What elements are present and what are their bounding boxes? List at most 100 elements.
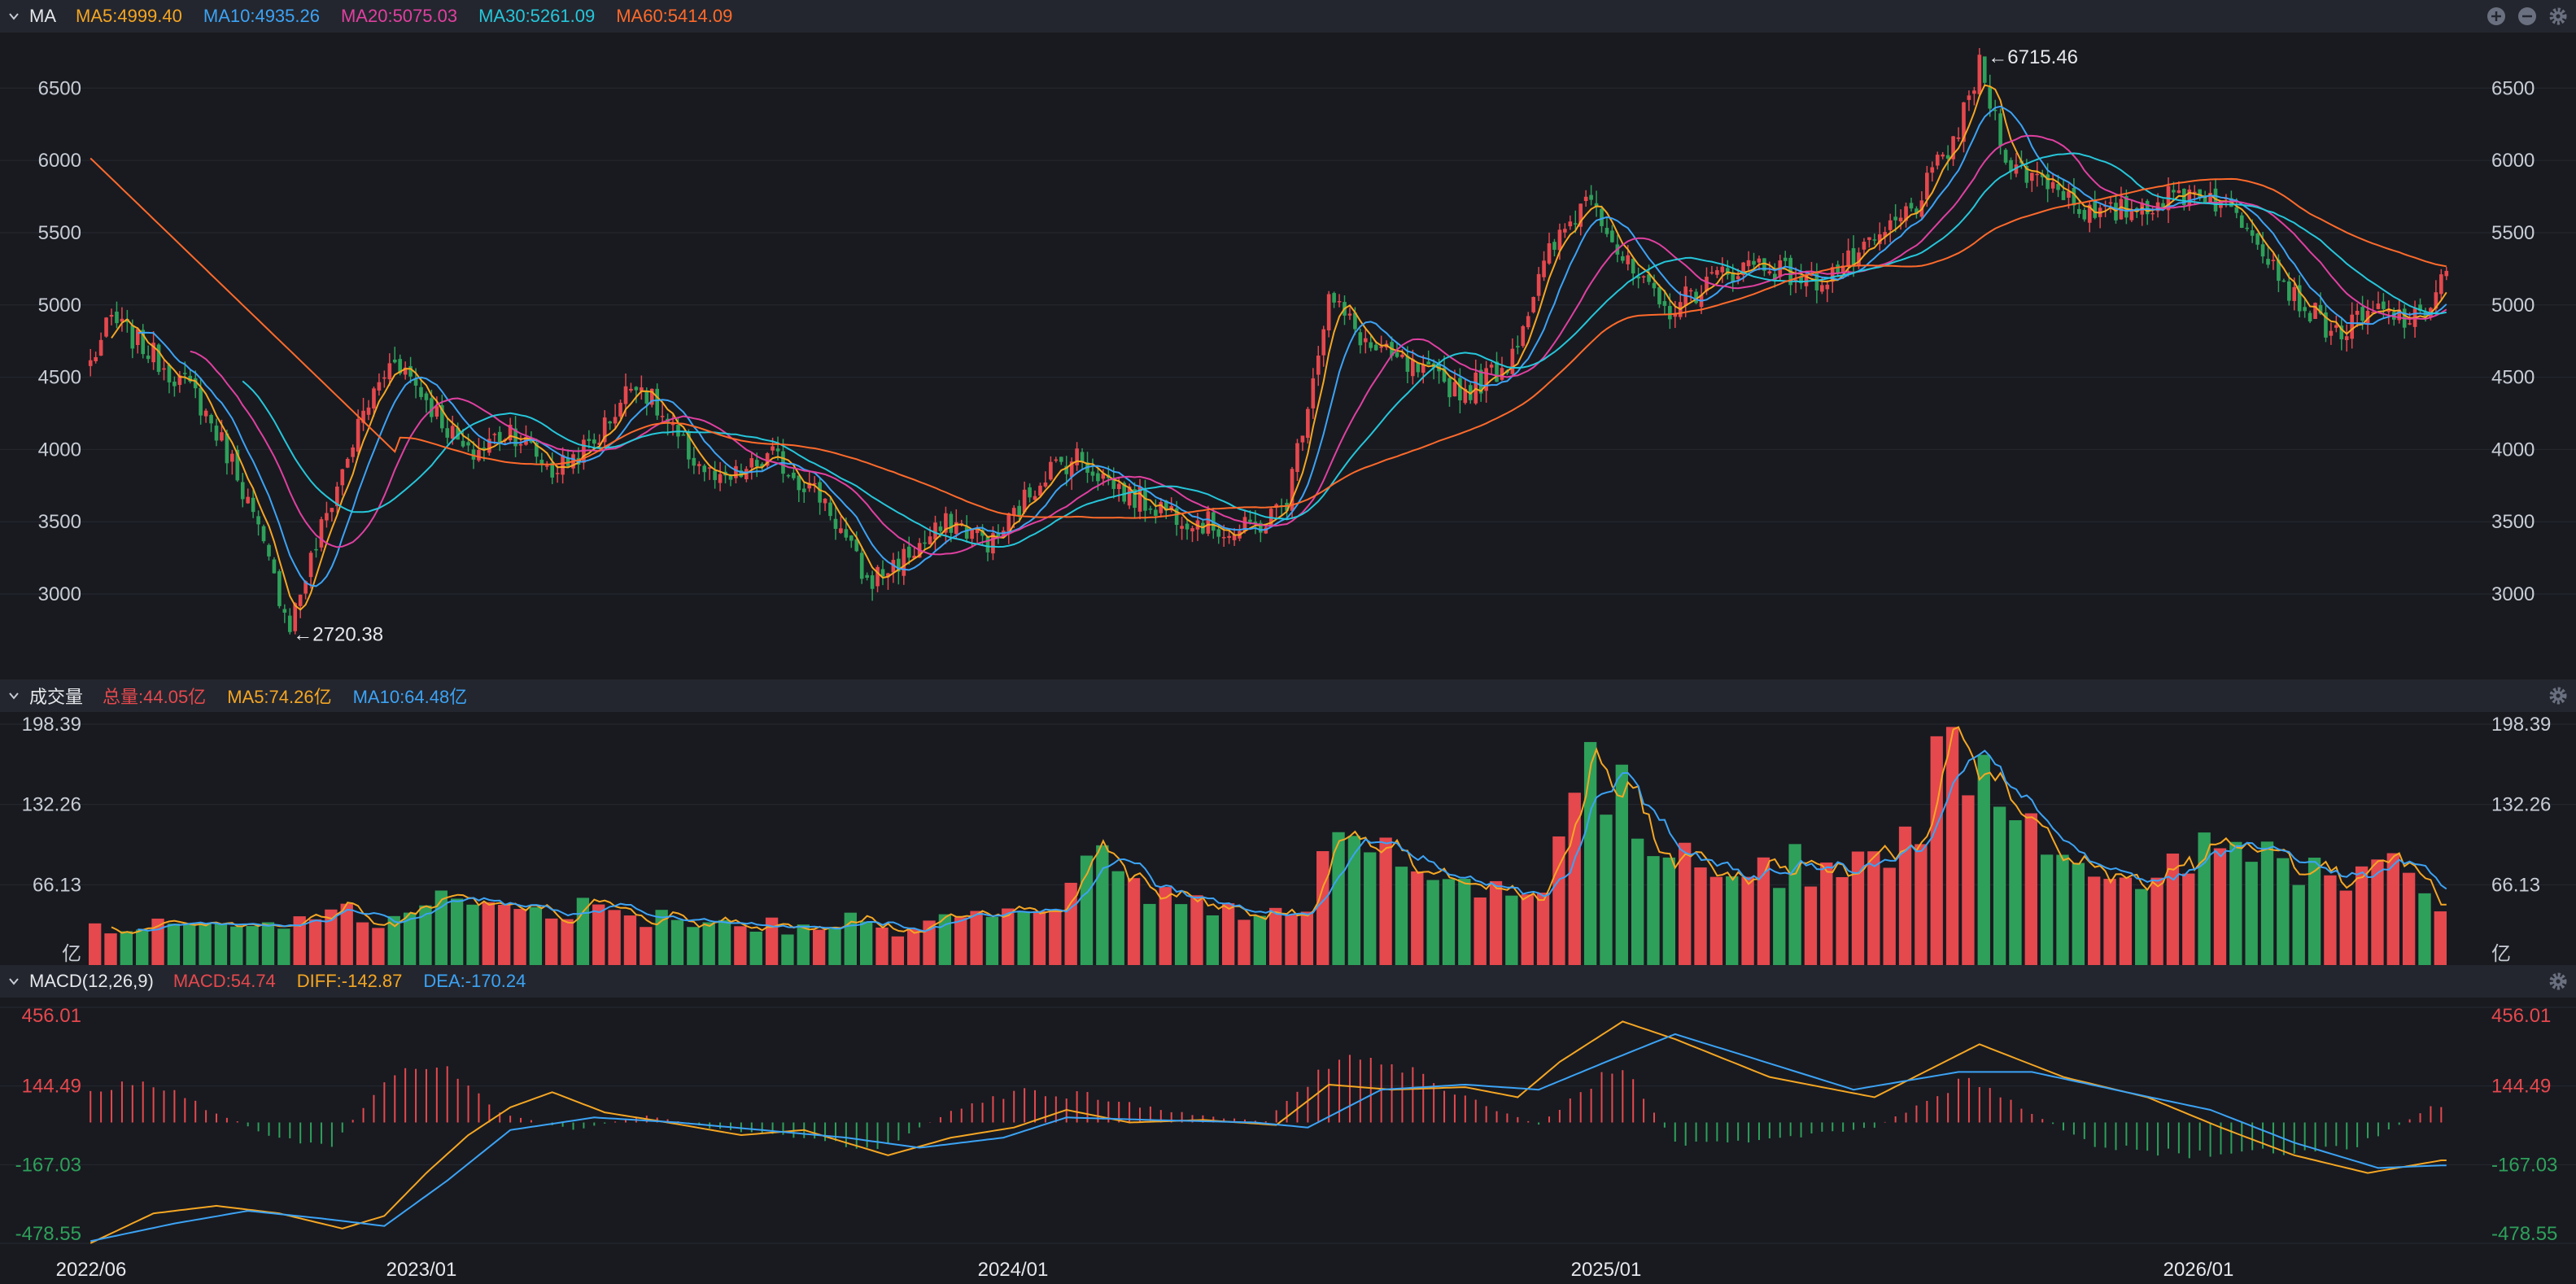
candle-body — [1311, 378, 1316, 408]
candle-body — [1049, 461, 1053, 480]
candle-body — [749, 458, 754, 468]
legend-item: DIFF:-142.87 — [296, 971, 403, 991]
candle-body — [933, 522, 937, 540]
gear-icon[interactable] — [2548, 972, 2568, 991]
volume-bar — [623, 915, 637, 965]
volume-tick-label-left: 66.13 — [33, 874, 81, 896]
candle-body — [1227, 535, 1231, 539]
candle-body — [1426, 361, 1431, 365]
candle-body — [1080, 452, 1085, 462]
main-panel-header: MA MA5:4999.40 MA10:4935.26 MA20:5075.03 MA… — [0, 0, 2576, 33]
legend-item: MA5:74.26亿 — [227, 687, 332, 707]
ma20-line — [190, 134, 2447, 556]
macd-panel-grid — [0, 1007, 2576, 1244]
chevron-down-icon[interactable] — [8, 976, 20, 987]
candle-body — [2250, 229, 2255, 236]
candle-body — [1605, 227, 1609, 234]
candle-body — [88, 360, 93, 366]
candle-body — [1369, 342, 1373, 348]
candle-body — [1463, 389, 1468, 404]
legend-item: MA5:4999.40 — [76, 6, 182, 26]
candle-body — [1232, 534, 1237, 540]
candle-body — [1904, 206, 1908, 221]
main-panel-controls — [2486, 0, 2568, 33]
volume-bar — [419, 905, 432, 965]
candle-body — [2208, 193, 2212, 203]
candle-body — [1557, 229, 1562, 251]
price-tick-label-right: 3000 — [2491, 583, 2535, 605]
minus-icon[interactable] — [2517, 7, 2537, 26]
volume-bar — [985, 916, 999, 965]
candle-body — [1746, 260, 1751, 267]
candle-body — [812, 483, 817, 485]
volume-bar — [1395, 867, 1408, 965]
candle-body — [2082, 209, 2087, 220]
candle-body — [1752, 260, 1756, 265]
candle-body — [2087, 204, 2092, 223]
candle-body — [408, 366, 413, 377]
candle-body — [167, 365, 172, 382]
candle-body — [970, 530, 974, 539]
macd-panel-header: MACD(12,26,9) MACD:54.74 DIFF:-142.87 DEA:… — [0, 965, 2576, 998]
volume-bar — [529, 906, 543, 965]
volume-bar — [2402, 872, 2416, 965]
volume-bar — [1757, 857, 1770, 965]
candle-body — [98, 339, 103, 356]
candle-body — [660, 416, 665, 417]
volume-bar — [765, 917, 779, 965]
volume-bar — [466, 904, 479, 965]
candle-body — [2324, 312, 2328, 338]
candle-body — [193, 378, 198, 389]
candle-body — [760, 464, 765, 467]
volume-bar — [1741, 876, 1754, 965]
candle-body — [356, 418, 360, 452]
volume-bar — [372, 928, 385, 965]
candle-body — [2408, 323, 2412, 325]
candle-body — [1945, 155, 1950, 159]
candle-body — [282, 609, 287, 613]
candle-body — [2344, 336, 2349, 340]
price-tick-label-left: 6000 — [38, 150, 81, 172]
macd-tick-label-left: 144.49 — [22, 1076, 81, 1098]
price-tick-label-left: 3000 — [38, 583, 81, 605]
candle-body — [1862, 242, 1867, 250]
candle-body — [629, 388, 633, 391]
candle-body — [1442, 367, 1447, 382]
candle-body — [844, 529, 849, 538]
volume-bar — [875, 927, 889, 965]
volume-bar — [1347, 836, 1361, 965]
volume-unit-left: 亿 — [62, 943, 81, 965]
candle-body — [104, 317, 108, 337]
candle-body — [1857, 252, 1861, 265]
candle-body — [220, 432, 224, 441]
candle-body — [2061, 190, 2066, 200]
candle-body — [1647, 274, 1651, 282]
legend-item: MACD:54.74 — [172, 971, 276, 991]
gear-icon[interactable] — [2548, 686, 2568, 705]
volume-bar — [2088, 876, 2101, 965]
candle-body — [1069, 461, 1074, 478]
volume-bar — [293, 916, 306, 965]
candle-body — [1930, 167, 1935, 173]
gear-icon[interactable] — [2548, 7, 2568, 26]
volume-bar — [1773, 888, 1786, 965]
chevron-down-icon[interactable] — [8, 11, 20, 22]
plus-icon[interactable] — [2486, 7, 2506, 26]
volume-bar — [576, 897, 590, 965]
volume-bar — [1300, 911, 1314, 965]
chevron-down-icon[interactable] — [8, 690, 20, 701]
candle-body — [687, 431, 691, 460]
candle-body — [277, 571, 282, 606]
candle-body — [1122, 483, 1126, 502]
candle-body — [1101, 474, 1106, 479]
volume-bar — [844, 912, 857, 965]
main-panel-grid — [0, 87, 2576, 595]
volume-bar — [1017, 911, 1030, 965]
candle-body — [162, 368, 166, 370]
volume-bar — [1679, 842, 1692, 965]
volume-bar — [104, 933, 117, 965]
price-tick-label-right: 4500 — [2491, 367, 2535, 389]
candle-body — [1673, 313, 1678, 317]
candle-body — [497, 431, 502, 443]
